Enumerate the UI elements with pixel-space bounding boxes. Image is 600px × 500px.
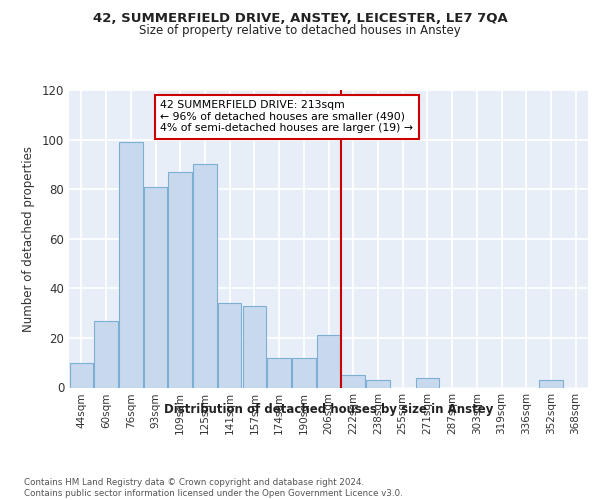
Y-axis label: Number of detached properties: Number of detached properties xyxy=(22,146,35,332)
Bar xyxy=(539,380,563,388)
Bar xyxy=(317,336,340,388)
Text: 42, SUMMERFIELD DRIVE, ANSTEY, LEICESTER, LE7 7QA: 42, SUMMERFIELD DRIVE, ANSTEY, LEICESTER… xyxy=(92,12,508,26)
Bar xyxy=(70,362,93,388)
Bar xyxy=(94,320,118,388)
Text: 42 SUMMERFIELD DRIVE: 213sqm
← 96% of detached houses are smaller (490)
4% of se: 42 SUMMERFIELD DRIVE: 213sqm ← 96% of de… xyxy=(160,100,413,133)
Bar xyxy=(193,164,217,388)
Bar xyxy=(169,172,192,388)
Bar xyxy=(119,142,143,388)
Bar xyxy=(268,358,291,388)
Bar xyxy=(144,186,167,388)
Bar xyxy=(292,358,316,388)
Text: Distribution of detached houses by size in Anstey: Distribution of detached houses by size … xyxy=(164,402,493,415)
Text: Size of property relative to detached houses in Anstey: Size of property relative to detached ho… xyxy=(139,24,461,37)
Bar xyxy=(416,378,439,388)
Bar xyxy=(366,380,389,388)
Bar xyxy=(218,303,241,388)
Bar xyxy=(341,375,365,388)
Text: Contains HM Land Registry data © Crown copyright and database right 2024.
Contai: Contains HM Land Registry data © Crown c… xyxy=(24,478,403,498)
Bar xyxy=(242,306,266,388)
